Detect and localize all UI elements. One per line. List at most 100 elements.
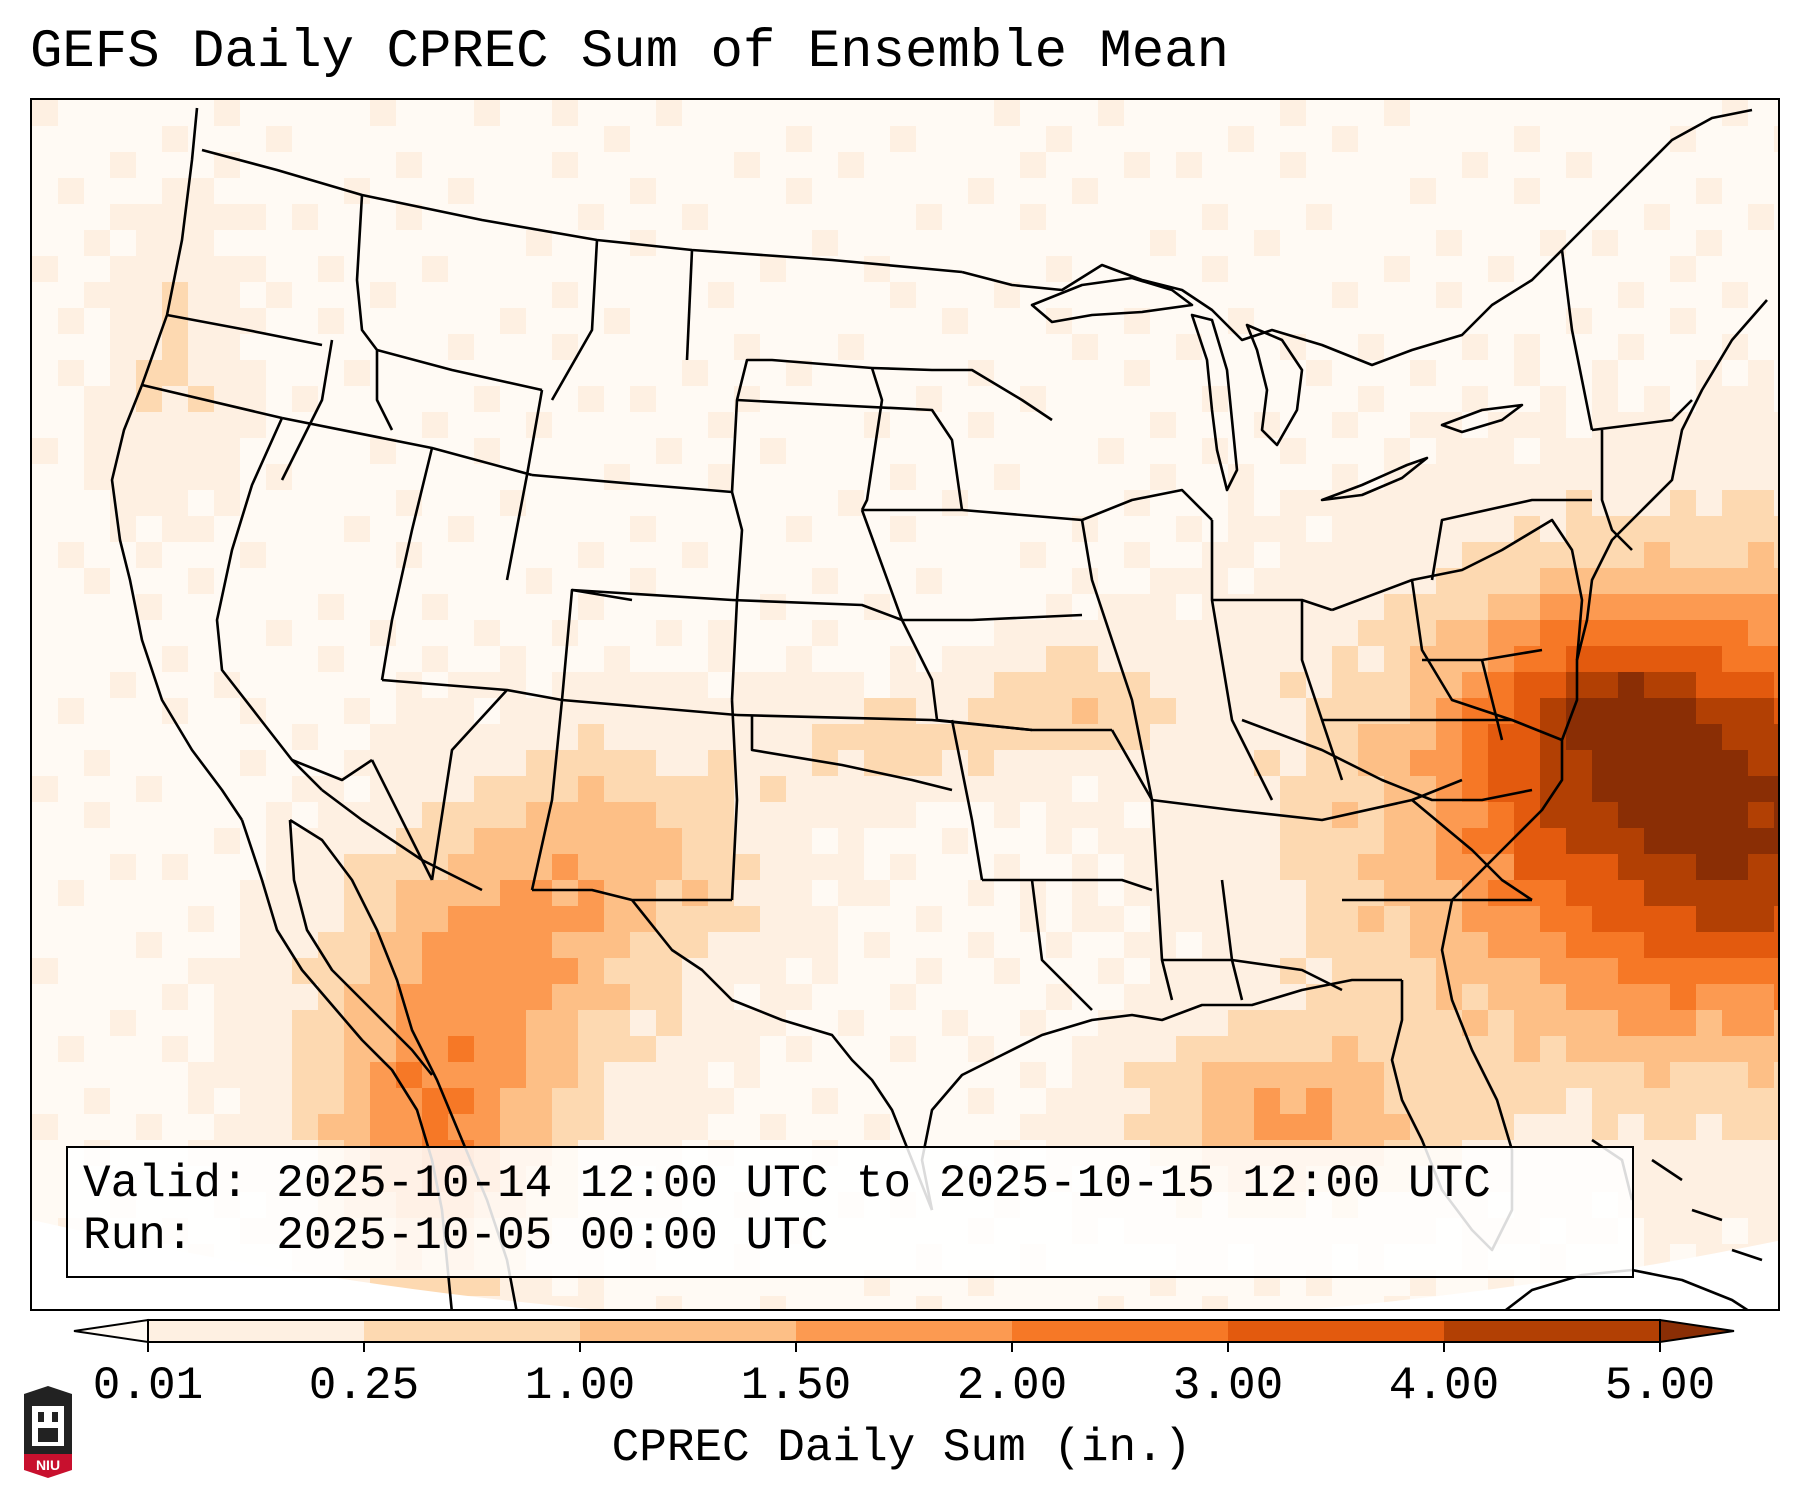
precip-cell <box>786 490 813 517</box>
precip-cell <box>1540 178 1567 205</box>
precip-cell <box>1722 906 1749 933</box>
state-line <box>1600 430 1633 551</box>
precip-cell <box>110 1114 137 1141</box>
precip-cell <box>1254 854 1281 881</box>
precip-cell <box>1670 1036 1697 1063</box>
precip-cell <box>1592 334 1619 361</box>
precip-cell <box>1566 776 1593 803</box>
precip-cell <box>1072 334 1099 361</box>
precip-cell <box>1722 698 1749 725</box>
precip-cell <box>604 100 631 127</box>
precip-cell <box>1436 412 1463 439</box>
precip-cell <box>968 516 995 543</box>
precip-cell <box>1332 282 1359 309</box>
precip-cell <box>84 1036 111 1063</box>
precip-cell <box>552 360 579 387</box>
precip-cell <box>1020 802 1047 829</box>
precip-cell <box>1358 178 1385 205</box>
precip-cell <box>1618 802 1645 829</box>
logo-text: NIU <box>36 1457 60 1473</box>
precip-cell <box>1462 256 1489 283</box>
precip-cell <box>552 334 579 361</box>
precip-cell <box>110 984 137 1011</box>
precip-cell <box>630 932 657 959</box>
precip-cell <box>370 100 397 127</box>
precip-cell <box>968 984 995 1011</box>
precip-cell <box>578 256 605 283</box>
precip-cell <box>1202 282 1229 309</box>
precip-cell <box>1046 464 1073 491</box>
precip-cell <box>1670 360 1697 387</box>
precip-cell <box>500 854 527 881</box>
precip-cell <box>1176 464 1203 491</box>
precip-cell <box>838 282 865 309</box>
precip-cell <box>1176 438 1203 465</box>
precip-cell <box>136 1062 163 1089</box>
precip-cell <box>266 776 293 803</box>
precip-cell <box>1150 932 1177 959</box>
precip-cell <box>318 126 345 153</box>
precip-cell <box>1176 386 1203 413</box>
precip-cell <box>838 230 865 257</box>
precip-cell <box>1774 464 1778 491</box>
precip-cell <box>1306 880 1333 907</box>
precip-cell <box>110 802 137 829</box>
precip-cell <box>1618 100 1645 127</box>
precip-cell <box>656 776 683 803</box>
precip-cell <box>864 568 891 595</box>
precip-cell <box>916 932 943 959</box>
precip-cell <box>1618 308 1645 335</box>
texas-border <box>630 899 934 1211</box>
precip-cell <box>1462 438 1489 465</box>
precip-cell <box>58 932 85 959</box>
precip-cell <box>552 386 579 413</box>
precip-cell <box>162 178 189 205</box>
precip-cell <box>1462 984 1489 1011</box>
precip-cell <box>1280 542 1307 569</box>
precip-cell <box>32 620 59 647</box>
precip-cell <box>838 958 865 985</box>
precip-cell <box>968 542 995 569</box>
precip-cell <box>1436 1062 1463 1089</box>
precip-cell <box>422 178 449 205</box>
precip-cell <box>1592 1062 1619 1089</box>
precip-cell <box>1228 516 1255 543</box>
precip-cell <box>474 464 501 491</box>
precip-cell <box>1696 1010 1723 1037</box>
precip-cell <box>786 672 813 699</box>
precip-cell <box>812 542 839 569</box>
precip-cell <box>916 282 943 309</box>
precip-cell <box>604 646 631 673</box>
precip-cell <box>1748 1166 1775 1193</box>
precip-cell <box>916 464 943 491</box>
precip-cell <box>318 698 345 725</box>
precip-cell <box>344 1114 371 1141</box>
precip-cell <box>630 204 657 231</box>
precip-cell <box>812 1088 839 1115</box>
precip-cell <box>500 802 527 829</box>
precip-cell <box>838 1088 865 1115</box>
precip-cell <box>240 724 267 751</box>
precip-cell <box>136 204 163 231</box>
precip-cell <box>1748 542 1775 569</box>
precip-cell <box>1514 542 1541 569</box>
precip-cell <box>32 1088 59 1115</box>
precip-cell <box>1696 958 1723 985</box>
precip-cell <box>1046 828 1073 855</box>
precip-cell <box>994 802 1021 829</box>
precip-cell <box>448 620 475 647</box>
precip-cell <box>1644 802 1671 829</box>
precip-cell <box>890 1088 917 1115</box>
precip-cell <box>916 230 943 257</box>
precip-cell <box>682 906 709 933</box>
precip-cell <box>1384 880 1411 907</box>
precip-cell <box>110 178 137 205</box>
precip-cell <box>1722 386 1749 413</box>
precip-cell <box>1384 490 1411 517</box>
precip-cell <box>760 282 787 309</box>
precip-cell <box>474 880 501 907</box>
precip-cell <box>318 724 345 751</box>
precip-cell <box>864 100 891 127</box>
precip-cell <box>188 1010 215 1037</box>
precip-cell <box>526 906 553 933</box>
